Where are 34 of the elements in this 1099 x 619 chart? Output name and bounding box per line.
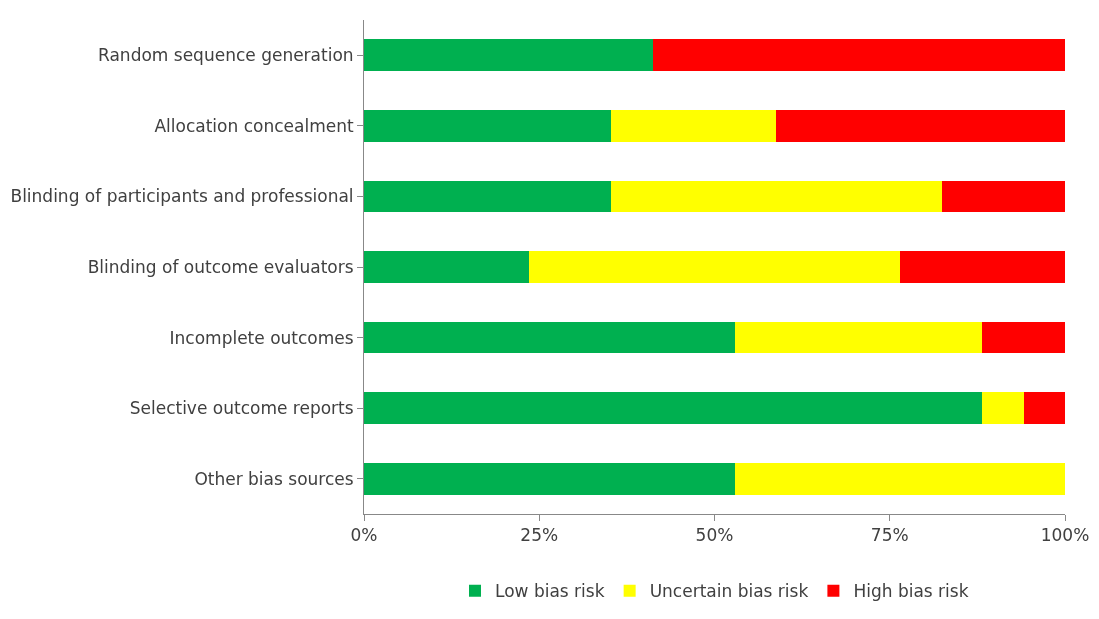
bar	[364, 251, 529, 283]
y-tick-label: Selective outcome reports	[129, 398, 354, 419]
bar	[364, 109, 612, 142]
bar	[364, 392, 983, 425]
bar	[734, 321, 983, 354]
y-tick-label: Other bias sources	[194, 468, 354, 489]
x-tick-label: 100%	[1040, 525, 1090, 546]
bar	[652, 39, 1065, 72]
y-tick-label: Blinding of outcome evaluators	[87, 256, 354, 277]
bar	[364, 462, 735, 495]
bar	[1023, 392, 1065, 425]
x-tick-label: 75%	[870, 525, 909, 546]
legend-label: Uncertain bias risk	[649, 581, 809, 602]
x-tick-label: 0%	[350, 525, 378, 546]
bar	[364, 321, 735, 354]
bar	[982, 321, 1065, 354]
bar	[611, 180, 942, 213]
bar	[611, 109, 777, 142]
y-tick-label: Blinding of participants and professional	[10, 186, 354, 207]
bar	[364, 39, 653, 72]
bar	[982, 392, 1024, 425]
y-tick-label: Incomplete outcomes	[169, 327, 354, 348]
y-tick-label: Allocation concealment	[154, 115, 354, 136]
x-tick-label: 25%	[520, 525, 559, 546]
bar	[734, 462, 1065, 495]
legend-label: High bias risk	[853, 581, 969, 602]
bar	[941, 180, 1065, 213]
bar	[528, 251, 900, 283]
x-tick-label: 50%	[695, 525, 734, 546]
legend-label: Low bias risk	[495, 581, 605, 602]
bar	[899, 251, 1065, 283]
bar	[364, 180, 612, 213]
y-tick-label: Random sequence generation	[98, 45, 354, 66]
bar	[776, 109, 1065, 142]
